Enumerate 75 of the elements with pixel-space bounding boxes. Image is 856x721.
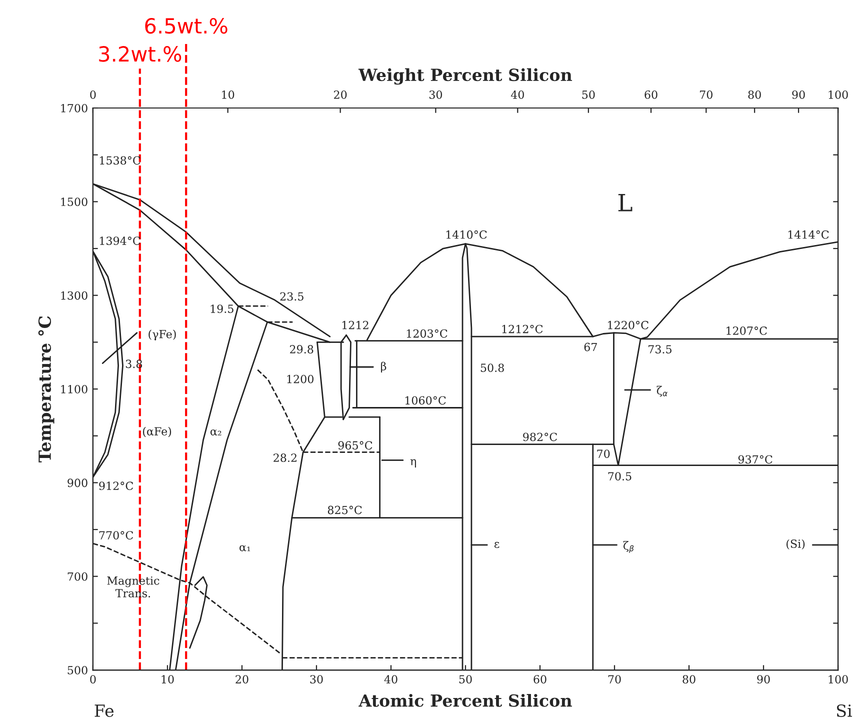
x-tick-label: 0 (90, 675, 96, 684)
text: 10 (222, 90, 234, 99)
annotation: 1200 (287, 374, 314, 384)
text: 90 (792, 90, 805, 99)
annotation: 70.5 (608, 472, 632, 480)
y-tick-label: 1100 (61, 384, 88, 394)
annotation: 50.8 (480, 364, 504, 372)
annotation: 1394°C (100, 236, 140, 245)
annotation: α₁ (240, 545, 250, 552)
text: 100 (828, 90, 848, 99)
annotation: 19.5 (210, 304, 234, 313)
x-tick-label: 40 (384, 675, 398, 684)
text: 20 (334, 90, 347, 99)
annotation: 1212°C (502, 324, 543, 334)
x-tick-label: 30 (310, 675, 323, 684)
annotation: 1207°C (726, 326, 767, 335)
annotation: 70 (597, 450, 610, 458)
x-tick-label: 100 (828, 675, 848, 684)
annotation: Magnetic Trans. (107, 576, 160, 598)
text: 30 (429, 90, 442, 99)
annotation: β (381, 362, 386, 373)
ref-line-label: 3.2wt.% (99, 46, 182, 62)
annotation: L (618, 194, 632, 212)
y-tick-label: 500 (68, 666, 88, 674)
annotation: 23.5 (280, 292, 304, 301)
text: Si (837, 704, 852, 718)
annotation: ζ$_{α}$ (656, 386, 668, 397)
annotation: 825°C (328, 506, 362, 514)
y-tick-label: 1300 (61, 291, 88, 300)
annotation: 29.8 (290, 345, 314, 354)
annotation: 982°C (523, 432, 557, 442)
annotation: (αFe) (142, 426, 172, 438)
x-axis-title: Atomic Percent Silicon (358, 694, 572, 707)
annotation: ε (494, 542, 500, 548)
annotation: 28.2 (274, 454, 296, 462)
text: 50 (582, 90, 595, 99)
x-tick-label: 20 (236, 675, 248, 684)
annotation: 937°C (738, 455, 772, 464)
text: 40 (510, 90, 524, 99)
annotation: 965°C (338, 441, 372, 450)
y-axis-title: Temperature °C (38, 316, 54, 462)
x-tick-label: 80 (682, 675, 696, 684)
ref-line-label: 6.5wt.% (145, 18, 228, 34)
x-tick-label: 10 (162, 675, 174, 684)
x-tick-label: 60 (534, 675, 546, 684)
annotation: ζ$_{β}$ (623, 541, 634, 553)
annotation: 1203°C (406, 329, 448, 338)
annotation: 3.8 (126, 360, 142, 368)
y-tick-label: 900 (68, 478, 88, 488)
annotation: 1538°C (100, 156, 140, 165)
x-tick-label: 90 (757, 675, 770, 684)
text: 60 (644, 90, 658, 99)
annotation: 912°C (99, 482, 134, 490)
y-tick-label: 1500 (61, 198, 88, 206)
annotation: 1414°C (788, 230, 829, 239)
annotation: (γFe) (148, 330, 176, 340)
annotation: 1220°C (608, 320, 648, 330)
y-tick-label: 1700 (61, 104, 88, 112)
annotation: 1410°C (446, 230, 487, 239)
text: 70 (700, 90, 712, 99)
annotation: 1060°C (405, 396, 446, 405)
text: Fe (94, 704, 114, 718)
x-tick-label: 50 (459, 675, 472, 684)
annotation: α₂ (210, 429, 222, 436)
text: 80 (748, 90, 761, 99)
annotation: 770°C (99, 531, 134, 540)
annotation: (Si) (786, 539, 805, 550)
y-tick-label: 700 (68, 572, 88, 581)
annotation: 1212 (342, 320, 368, 330)
annotation: 67 (584, 342, 597, 352)
text: 0 (90, 90, 96, 99)
annotation: 73.5 (648, 345, 672, 354)
x-tick-label: 70 (608, 675, 621, 684)
x2-axis-title: Weight Percent Silicon (358, 68, 572, 85)
annotation: η (410, 459, 416, 468)
